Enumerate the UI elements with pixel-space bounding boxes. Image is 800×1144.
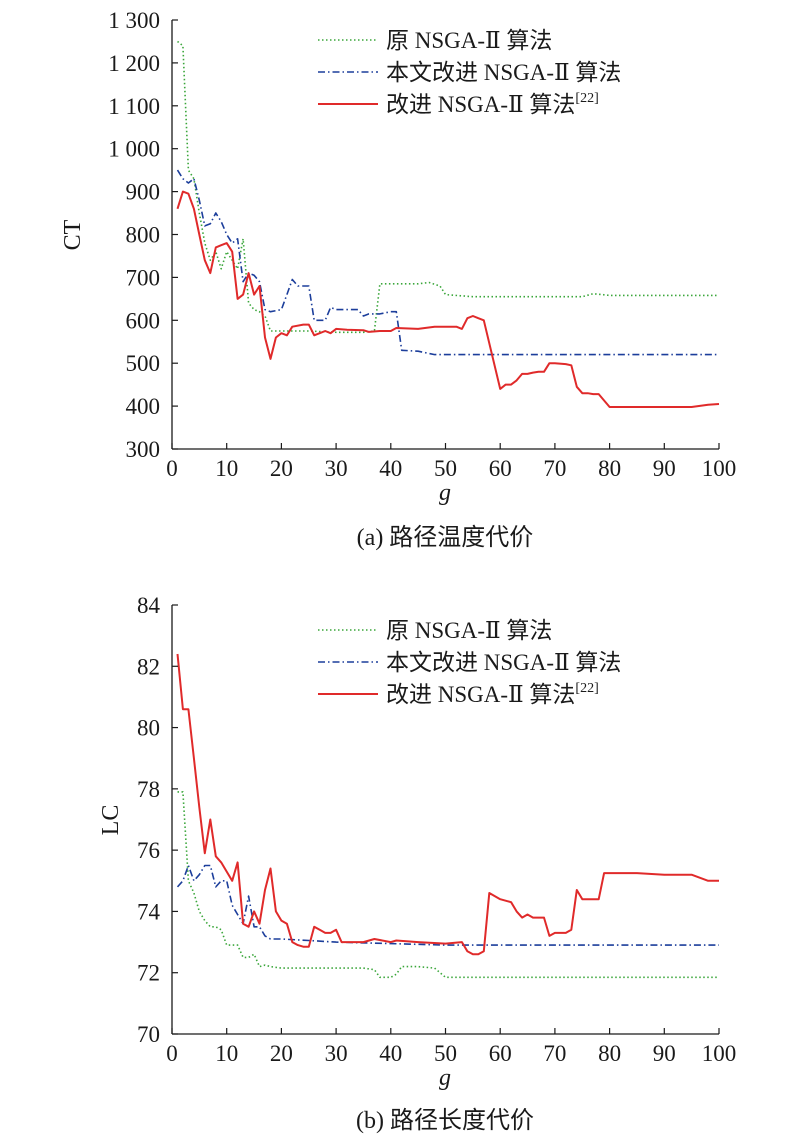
series-line xyxy=(176,169,719,356)
x-tick-label: 70 xyxy=(543,1041,566,1066)
chart-panel-b: 0 10 20 30 40 50 60 70 80 90 100 70 72 74 76 78 80 82 84 L… xyxy=(98,593,736,1134)
y-tick-label: 74 xyxy=(137,899,161,924)
y-tick-label: 82 xyxy=(137,654,160,679)
ticks-layer: 0 10 20 30 40 50 60 70 80 90 100 70 72 74 76 78 80 82 84 xyxy=(137,593,736,1066)
y-tick-label: 1 200 xyxy=(108,51,160,76)
series-line xyxy=(176,864,719,946)
x-tick-label: 0 xyxy=(166,456,178,481)
y-tick-label: 78 xyxy=(137,777,160,802)
legend-entry: 改进 NSGA-Ⅱ 算法[22] xyxy=(318,681,599,707)
x-tick-label: 30 xyxy=(325,1041,348,1066)
chart-caption: (b) 路径长度代价 xyxy=(356,1107,534,1134)
y-tick-label: 80 xyxy=(137,716,160,741)
y-tick-label: 800 xyxy=(126,223,161,248)
y-tick-label: 72 xyxy=(137,961,160,986)
x-tick-label: 70 xyxy=(543,456,566,481)
x-tick-label: 50 xyxy=(434,1041,457,1066)
y-tick-label: 1 100 xyxy=(108,94,160,119)
x-tick-label: 10 xyxy=(215,1041,238,1066)
y-tick-label: 700 xyxy=(126,265,161,290)
y-tick-label: 400 xyxy=(126,394,161,419)
x-tick-label: 20 xyxy=(270,1041,293,1066)
x-tick-label: 80 xyxy=(598,1041,621,1066)
y-axis-label: LC xyxy=(98,805,124,836)
y-tick-label: 84 xyxy=(137,593,161,618)
series-layer xyxy=(176,653,719,979)
ticks-layer: 0 10 20 30 40 50 60 70 80 90 100 300 400 500 600 700 800… xyxy=(108,8,736,481)
y-tick-label: 600 xyxy=(126,308,161,333)
y-tick-label: 1 300 xyxy=(108,8,160,33)
x-tick-label: 40 xyxy=(379,456,402,481)
legend-label: 改进 NSGA-Ⅱ 算法[22] xyxy=(386,681,599,707)
legend-label: 本文改进 NSGA-Ⅱ 算法 xyxy=(386,60,621,85)
legend-label: 本文改进 NSGA-Ⅱ 算法 xyxy=(386,650,621,675)
y-tick-label: 500 xyxy=(126,351,161,376)
x-tick-label: 30 xyxy=(325,456,348,481)
legend-entry: 原 NSGA-Ⅱ 算法 xyxy=(318,28,552,53)
legend-label: 原 NSGA-Ⅱ 算法 xyxy=(386,618,552,643)
x-tick-label: 20 xyxy=(270,456,293,481)
series-line xyxy=(177,40,719,334)
legend-entry: 改进 NSGA-Ⅱ 算法[22] xyxy=(318,91,599,117)
x-tick-label: 80 xyxy=(598,456,621,481)
x-tick-label: 40 xyxy=(379,1041,402,1066)
chart-caption: (a) 路径温度代价 xyxy=(357,524,534,551)
y-tick-label: 76 xyxy=(137,838,160,863)
legend: 原 NSGA-Ⅱ 算法 本文改进 NSGA-Ⅱ 算法 改进 NSGA-Ⅱ 算法[… xyxy=(318,618,621,707)
x-axis-label: g xyxy=(439,480,451,506)
legend-entry: 原 NSGA-Ⅱ 算法 xyxy=(318,618,552,643)
x-axis-label: g xyxy=(439,1065,451,1091)
x-tick-label: 90 xyxy=(653,456,676,481)
chart-panel-a: 0 10 20 30 40 50 60 70 80 90 100 300 400 500 600 700 800… xyxy=(60,8,736,551)
x-tick-label: 60 xyxy=(489,1041,512,1066)
series-line xyxy=(176,190,720,408)
y-tick-label: 900 xyxy=(126,180,161,205)
x-tick-label: 100 xyxy=(702,456,737,481)
x-tick-label: 50 xyxy=(434,456,457,481)
legend: 原 NSGA-Ⅱ 算法 本文改进 NSGA-Ⅱ 算法 改进 NSGA-Ⅱ 算法[… xyxy=(318,28,621,117)
x-tick-label: 0 xyxy=(166,1041,178,1066)
legend-label: 原 NSGA-Ⅱ 算法 xyxy=(386,28,552,53)
series-line xyxy=(177,791,719,979)
legend-entry: 本文改进 NSGA-Ⅱ 算法 xyxy=(318,60,621,85)
x-tick-label: 10 xyxy=(215,456,238,481)
y-tick-label: 70 xyxy=(137,1022,160,1047)
legend-label: 改进 NSGA-Ⅱ 算法[22] xyxy=(386,91,599,117)
y-tick-label: 1 000 xyxy=(108,137,160,162)
y-tick-label: 300 xyxy=(126,437,161,462)
x-tick-label: 100 xyxy=(702,1041,737,1066)
legend-entry: 本文改进 NSGA-Ⅱ 算法 xyxy=(318,650,621,675)
y-axis-label: CT xyxy=(60,219,86,250)
series-layer xyxy=(176,40,720,408)
x-tick-label: 90 xyxy=(653,1041,676,1066)
series-line xyxy=(176,653,719,956)
x-tick-label: 60 xyxy=(489,456,512,481)
